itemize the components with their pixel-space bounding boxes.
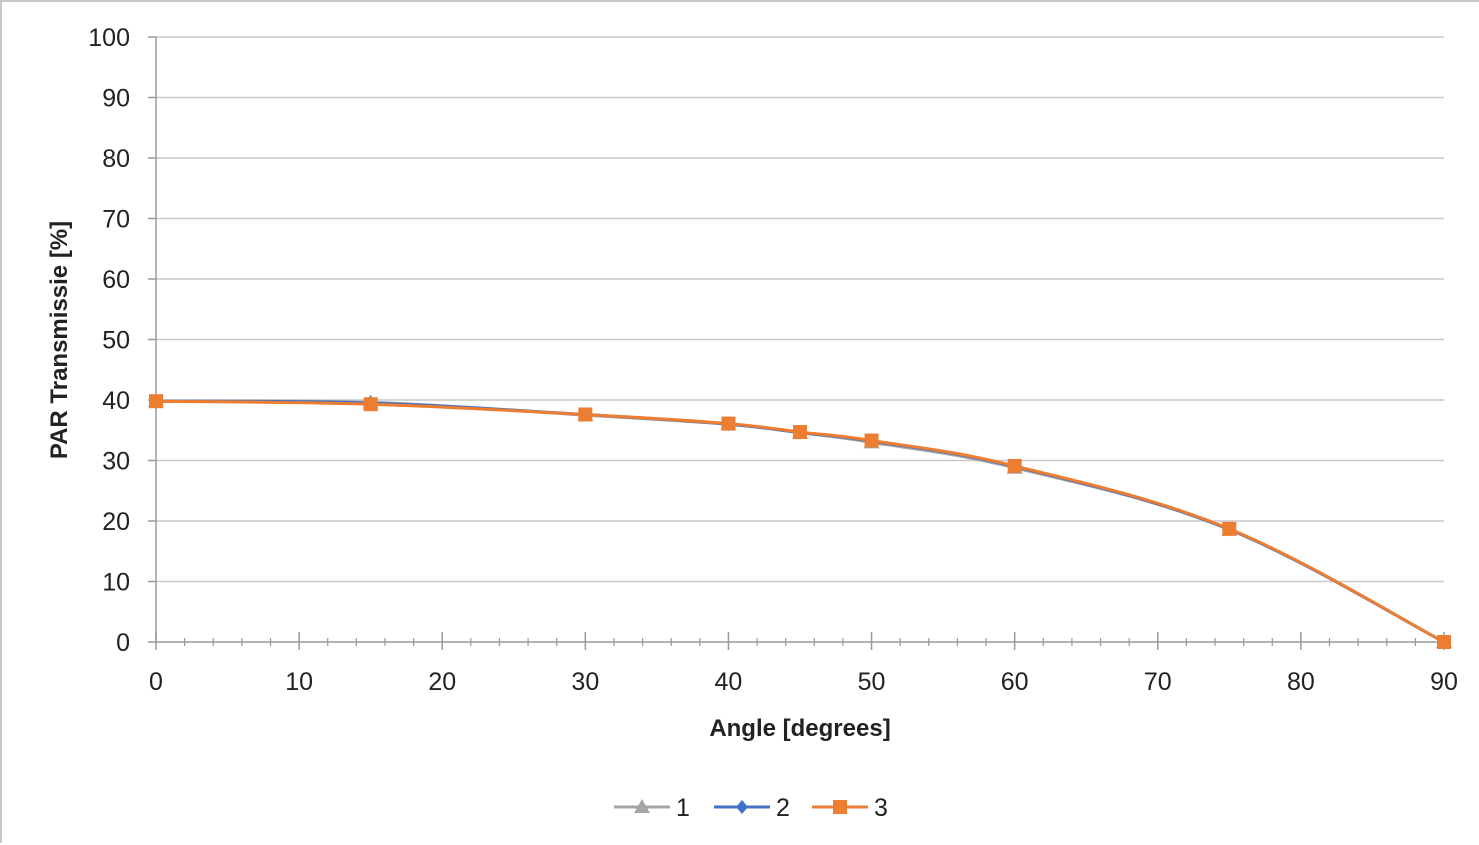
data-point-series-3 [721, 416, 736, 431]
data-point-series-3 [793, 425, 807, 440]
y-tick-label: 100 [88, 24, 130, 52]
tick-labels: 0 10 20 30 40 50 60 70 80 90 100 0 10 20 30 40 50 60 70 80 9… [88, 24, 1458, 696]
x-tick-label: 70 [1144, 668, 1172, 696]
gridlines [156, 36, 1444, 583]
legend-swatch-marker [833, 800, 847, 814]
y-tick-label: 0 [116, 629, 130, 657]
y-tick-label: 30 [102, 448, 130, 476]
data-point-series-3 [149, 394, 163, 409]
data-point-series-3 [1222, 521, 1237, 536]
legend-swatch-marker [736, 800, 748, 814]
y-tick-label: 50 [102, 327, 130, 355]
y-tick-label: 40 [102, 387, 130, 415]
x-axis-title: Angle [degrees] [709, 715, 890, 742]
x-tick-label: 80 [1287, 668, 1315, 696]
y-tick-label: 80 [102, 145, 130, 173]
legend-label: 1 [676, 794, 690, 822]
data-point-series-3 [1437, 635, 1451, 649]
data-point-series-3 [578, 407, 593, 422]
data-point-series-3 [363, 397, 378, 412]
y-tick-label: 10 [102, 569, 130, 597]
x-tick-label: 0 [149, 668, 163, 696]
axes [148, 36, 1445, 650]
x-tick-label: 50 [858, 668, 886, 696]
y-tick-label: 20 [102, 508, 130, 536]
x-tick-label: 40 [715, 668, 743, 696]
legend-label: 2 [776, 794, 790, 822]
y-tick-label: 70 [102, 206, 130, 234]
y-axis-title: PAR Transmissie [%] [46, 221, 73, 459]
x-tick-label: 10 [285, 668, 313, 696]
x-tick-label: 20 [428, 668, 456, 696]
legend-item-2: 2 [714, 794, 790, 822]
series-3 [149, 394, 1451, 649]
legend: 1 2 3 [614, 794, 888, 822]
legend-label: 3 [874, 794, 888, 822]
legend-swatch-marker [634, 799, 650, 813]
x-tick-label: 30 [571, 668, 599, 696]
series-group [148, 393, 1452, 649]
y-tick-label: 90 [102, 85, 130, 113]
y-tick-label: 60 [102, 266, 130, 294]
x-tick-label: 60 [1001, 668, 1029, 696]
data-point-series-3 [1007, 458, 1022, 473]
legend-item-3: 3 [812, 794, 888, 822]
legend-item-1: 1 [614, 794, 690, 822]
x-tick-label: 90 [1430, 668, 1458, 696]
data-point-series-3 [864, 433, 879, 448]
